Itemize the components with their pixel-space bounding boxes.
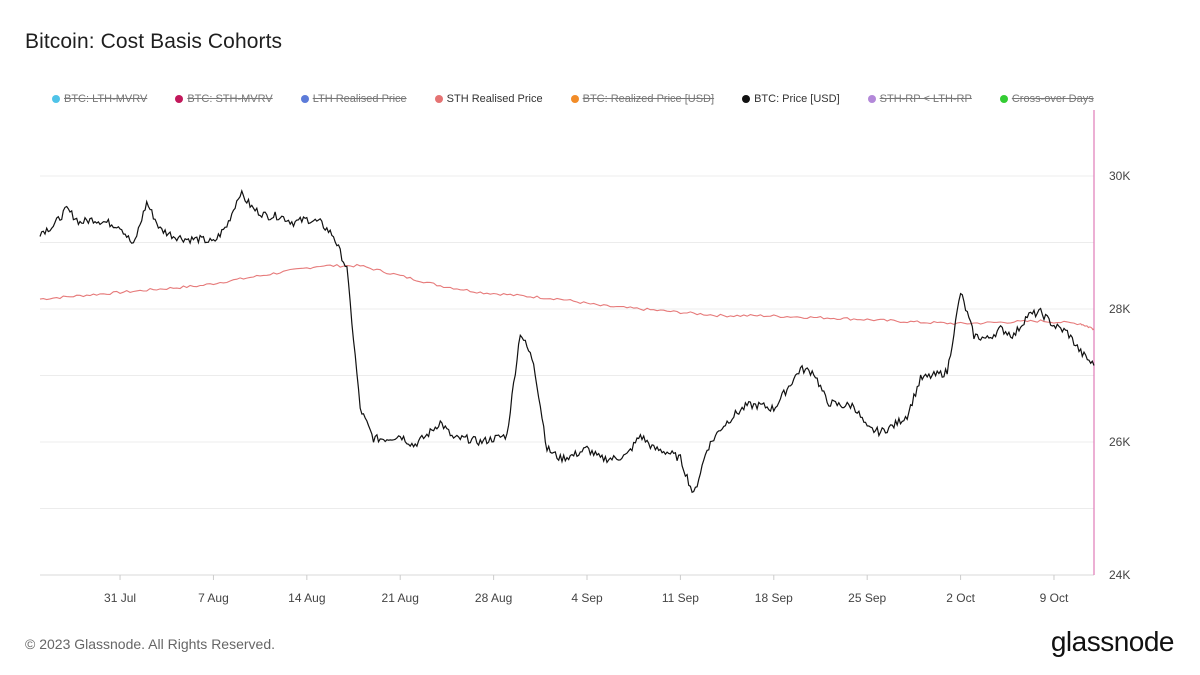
legend-dot-icon [570, 95, 579, 103]
legend-dot-icon [867, 95, 876, 103]
legend-label: BTC: STH-MVRV [187, 93, 273, 105]
legend-label: BTC: Realized Price [USD] [582, 93, 715, 105]
legend-dot-icon [742, 95, 751, 103]
x-tick-label: 31 Jul [104, 591, 136, 605]
legend-dot-icon [999, 95, 1008, 103]
x-tick-label: 21 Aug [382, 591, 419, 605]
glassnode-logo: glassnode [1050, 626, 1175, 657]
legend-dot-icon [52, 95, 60, 103]
x-tick-label: 11 Sep [662, 591, 699, 605]
legend-item[interactable]: STH-RP < LTH-RP [867, 93, 972, 105]
chart-title: Bitcoin: Cost Basis Cohorts [25, 30, 283, 53]
legend-item[interactable]: STH Realised Price [434, 93, 543, 105]
x-tick-label: 25 Sep [848, 591, 886, 605]
legend-label: BTC: Price [USD] [754, 93, 840, 105]
x-tick-label: 9 Oct [1040, 591, 1069, 605]
copyright-text: © 2023 Glassnode. All Rights Reserved. [25, 636, 276, 652]
legend-label: STH-RP < LTH-RP [879, 93, 972, 105]
x-tick-label: 28 Aug [475, 591, 512, 605]
y-tick-label: 26K [1109, 435, 1130, 449]
x-tick-label: 18 Sep [755, 591, 793, 605]
legend-label: LTH Realised Price [312, 93, 407, 105]
y-tick-label: 24K [1109, 568, 1130, 582]
legend-dot-icon [434, 95, 443, 103]
legend-label: Cross-over Days [1011, 93, 1094, 105]
legend-dot-icon [175, 95, 184, 103]
legend-item[interactable]: Cross-over Days [999, 93, 1094, 105]
price-chart: 24K 26K 28K 30K 31 Jul 7 Aug 14 Aug 21 Aug 28 Au… [39, 110, 1130, 605]
legend-label: STH Realised Price [446, 93, 543, 105]
legend-item[interactable]: BTC: LTH-MVRV [52, 93, 147, 105]
y-tick-label: 30K [1109, 169, 1130, 183]
legend-item[interactable]: BTC: Realized Price [USD] [570, 93, 715, 105]
series-line-btc-price [39, 188, 1095, 494]
chart-legend: BTC: LTH-MVRV BTC: STH-MVRV LTH Realised P… [52, 93, 1094, 105]
legend-item[interactable]: BTC: STH-MVRV [175, 93, 273, 105]
legend-item[interactable]: LTH Realised Price [300, 93, 407, 105]
x-tick-label: 2 Oct [946, 591, 975, 605]
y-tick-label: 28K [1109, 302, 1130, 316]
legend-label: BTC: LTH-MVRV [64, 93, 148, 105]
legend-item[interactable]: BTC: Price [USD] [742, 93, 840, 105]
x-tick-label: 4 Sep [571, 591, 603, 605]
legend-dot-icon [300, 95, 309, 103]
x-tick-label: 14 Aug [288, 591, 325, 605]
series-line-sth-realised-price [39, 263, 1095, 331]
x-tick-label: 7 Aug [198, 591, 229, 605]
